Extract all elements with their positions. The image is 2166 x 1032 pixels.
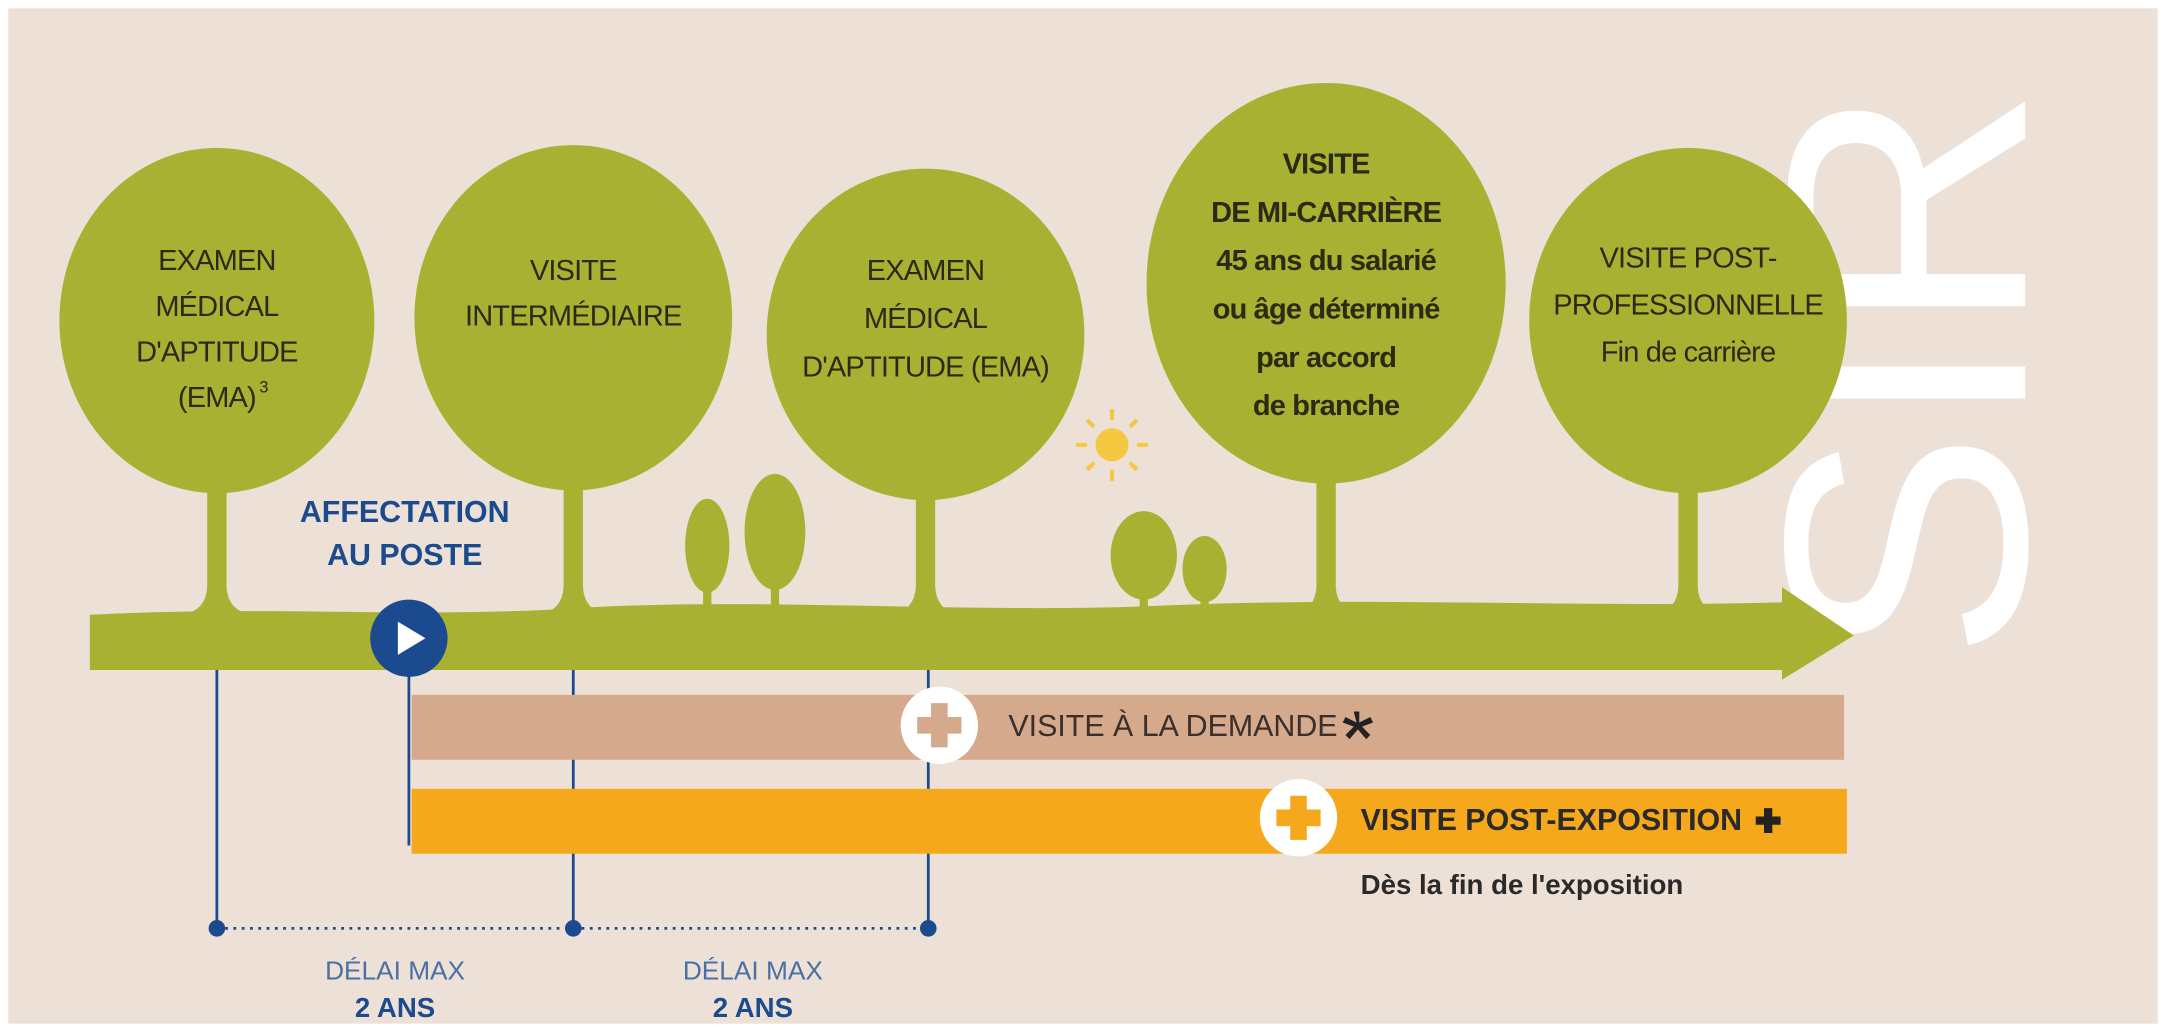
tree-label: EXAMEN bbox=[867, 255, 984, 287]
bar-label: VISITE À LA DEMANDE bbox=[1008, 709, 1337, 743]
tree-label: Fin de carrière bbox=[1601, 336, 1776, 368]
tree-label: MÉDICAL bbox=[864, 302, 988, 335]
start-label: AU POSTE bbox=[327, 538, 482, 572]
tree-note: 3 bbox=[259, 378, 268, 397]
tree-label: MÉDICAL bbox=[155, 290, 279, 323]
tree-crown bbox=[1147, 83, 1506, 484]
tree-label: de branche bbox=[1253, 390, 1400, 422]
bar-subtitle: Dès la fin de l'exposition bbox=[1361, 869, 1684, 900]
delay-label: DÉLAI MAX bbox=[325, 955, 465, 985]
tree-label: VISITE POST- bbox=[1600, 242, 1777, 274]
tree-label: INTERMÉDIAIRE bbox=[465, 299, 682, 332]
tree-label: 45 ans du salarié bbox=[1216, 245, 1436, 277]
bar-label: VISITE POST-EXPOSITION bbox=[1361, 803, 1742, 837]
tree-label: DE MI-CARRIÈRE bbox=[1211, 195, 1442, 229]
tree-label: ou âge déterminé bbox=[1213, 294, 1441, 326]
start-label: AFFECTATION bbox=[300, 495, 510, 529]
tree-label: D'APTITUDE bbox=[136, 336, 298, 368]
tree-label: EXAMEN bbox=[158, 245, 276, 277]
tree-label: (EMA) bbox=[178, 382, 256, 414]
tree-label: par accord bbox=[1256, 342, 1396, 374]
tree-label: PROFESSIONNELLE bbox=[1553, 289, 1823, 321]
tree-label: VISITE bbox=[530, 255, 617, 287]
diagram: SIR EXAMENMÉDICALD'APTITUDE(EMA)3VISITEI… bbox=[0, 0, 2166, 1032]
tree-label: D'APTITUDE (EMA) bbox=[802, 352, 1049, 384]
delay-label: DÉLAI MAX bbox=[683, 955, 823, 985]
tree-label: VISITE bbox=[1283, 148, 1370, 180]
delay-value: 2 ANS bbox=[355, 992, 435, 1023]
page: SIR EXAMENMÉDICALD'APTITUDE(EMA)3VISITEI… bbox=[0, 0, 2166, 1032]
delay-value: 2 ANS bbox=[713, 992, 793, 1023]
